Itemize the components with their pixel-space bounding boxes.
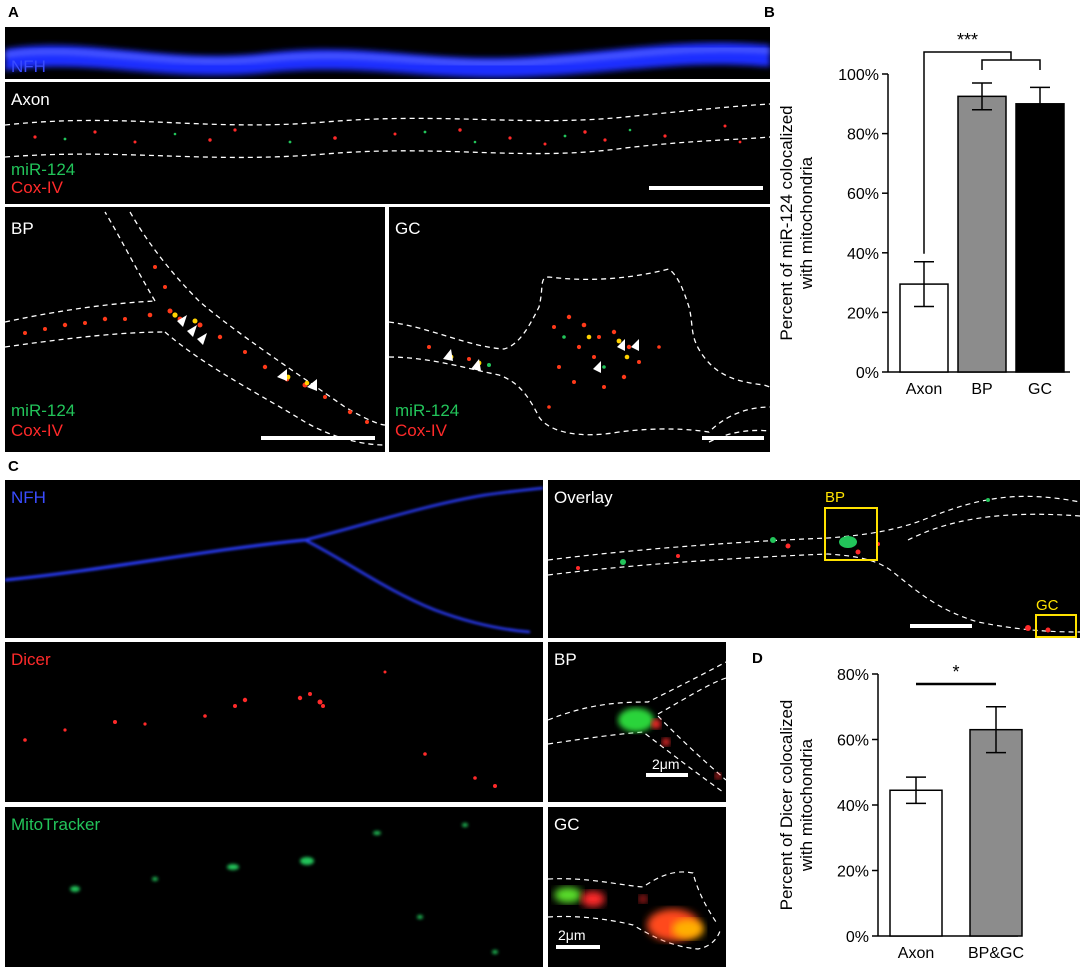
panel-c-bp-zoom-image: BP 2μm [548,642,726,802]
y-tick-label: 40% [837,798,869,815]
panel-letter-b: B [764,4,775,21]
y-axis-label-line: with mitochondria [797,156,816,290]
label-gc-roi: GC [1036,597,1059,614]
label-nfh-a: NFH [11,57,46,76]
mitotracker-puncta [70,823,498,954]
scale-bar [910,624,972,628]
y-tick-label: 40% [847,246,879,263]
significance-label: * [952,662,959,682]
y-tick-label: 0% [846,929,869,946]
panel-letter-c: C [8,458,19,475]
label-nfh-c: NFH [11,488,46,507]
panel-a-bp-image: BP miR-124 Cox-IV [5,207,385,452]
label-dicer: Dicer [11,650,51,669]
panel-letter-a: A [8,4,19,21]
axon-outline [5,103,770,159]
label-bp-a: BP [11,219,34,238]
bar-axon [889,789,943,937]
significance-label: *** [957,30,978,50]
label-axon: Axon [11,90,50,109]
arrowheads-bp [177,315,317,391]
scale-bar [261,436,375,440]
dicer-puncta [23,670,497,788]
label-cox4-bp: Cox-IV [11,421,63,440]
y-tick-label: 20% [837,864,869,881]
panel-letter-d: D [752,650,763,667]
panel-a-axon-image: Axon miR-124 Cox-IV [5,82,770,204]
overlay-outline [548,495,1080,638]
label-scale-2um-gc: 2μm [558,927,586,943]
label-mir124-gc: miR-124 [395,401,460,420]
chart-b: Percent of miR-124 colocalizedwith mitoc… [777,30,1070,398]
panel-c-dicer-image: Dicer [5,642,543,802]
label-mitotracker: MitoTracker [11,815,101,834]
y-axis-label-line: Percent of Dicer colocalized [777,700,796,911]
y-axis-label-line: with mitochondria [797,738,816,872]
y-tick-label: 20% [847,305,879,322]
label-mir124-axon: miR-124 [11,160,76,179]
x-tick-label: BP [971,381,992,398]
label-gc-zoom: GC [554,815,580,834]
significance-bracket [923,51,1012,254]
panel-c-nfh-image: NFH [5,480,543,638]
label-overlay: Overlay [554,488,613,507]
bar-gc [1015,103,1065,373]
x-tick-label: Axon [898,945,934,962]
panel-c-overlay-image: Overlay BP GC [548,480,1080,638]
label-mir124-bp: miR-124 [11,401,76,420]
gc-zoom-outline [548,871,721,950]
nfh-axon-signal [5,42,770,78]
panel-c-gc-zoom-image: GC 2μm [548,807,726,967]
scale-bar [702,436,764,440]
x-tick-label: BP&GC [968,945,1024,962]
panel-a-nfh-image: NFH [5,27,770,79]
y-tick-label: 100% [838,67,879,84]
arrowheads-gc [443,339,639,373]
scale-bar [649,186,763,190]
y-axis-label-line: Percent of miR-124 colocalized [777,105,796,340]
y-tick-label: 60% [847,186,879,203]
label-gc-a: GC [395,219,421,238]
scale-bar [646,773,688,777]
bar-bp [957,95,1007,373]
gc-outline [389,268,770,443]
significance-sub-bracket [981,59,1041,70]
bar-bpgc [969,728,1023,937]
label-bp-zoom: BP [554,650,577,669]
panel-c-mitotracker-image: MitoTracker [5,807,543,967]
bar-axon [899,283,949,373]
label-scale-2um-bp: 2μm [652,756,680,772]
label-cox4-gc: Cox-IV [395,421,447,440]
y-tick-label: 0% [856,365,879,382]
scale-bar [556,945,600,949]
y-axis-label: Percent of Dicer colocalizedwith mitocho… [777,700,816,911]
gc-roi-box [1035,614,1077,638]
panel-a-gc-image: GC miR-124 Cox-IV [389,207,770,452]
y-tick-label: 60% [837,733,869,750]
bp-zoom-outline [548,661,726,793]
x-tick-label: GC [1028,381,1052,398]
y-tick-label: 80% [847,127,879,144]
x-tick-label: Axon [906,381,942,398]
bp-roi-box [824,507,878,561]
nfh-branch-signal [5,486,543,634]
y-tick-label: 80% [837,667,869,684]
label-cox4-axon: Cox-IV [11,178,63,197]
chart-d: Percent of Dicer colocalizedwith mitocho… [777,662,1024,962]
bp-outline [5,211,385,446]
y-axis-label: Percent of miR-124 colocalizedwith mitoc… [777,105,816,340]
label-bp-roi: BP [825,489,846,506]
